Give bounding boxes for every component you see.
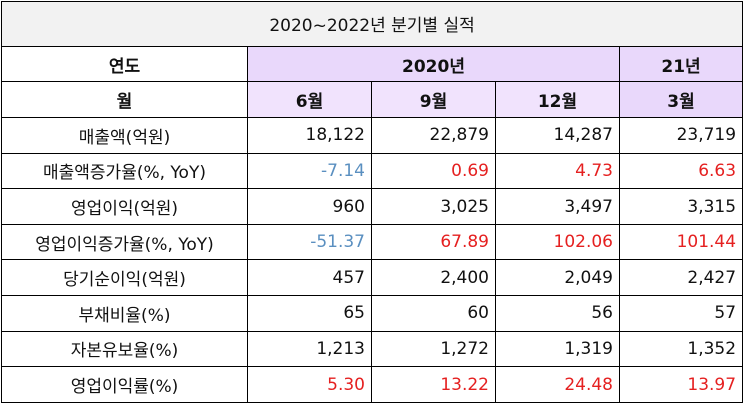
table-cell: 0.69 — [371, 152, 496, 190]
table-cell: 56 — [495, 295, 620, 332]
table-row: 영업이익(억원) 960 3,025 3,497 3,315 — [1, 188, 744, 225]
table-cell: 102.06 — [495, 223, 620, 261]
table-row: 부채비율(%) 65 60 56 57 — [1, 295, 744, 332]
month-header-sep: 9월 — [371, 81, 496, 118]
table-cell: -7.14 — [247, 152, 372, 190]
table-cell: 24.48 — [495, 366, 620, 403]
month-header-dec: 12월 — [495, 81, 620, 118]
table-cell: 67.89 — [371, 223, 496, 261]
table-cell: 2,427 — [618, 259, 744, 297]
year-header-label: 연도 — [1, 45, 248, 83]
table-row: 매출액(억원) 18,122 22,879 14,287 23,719 — [1, 117, 744, 154]
row-label: 매출액증가율(%, YoY) — [1, 152, 248, 190]
table-cell: 13.97 — [618, 366, 744, 403]
table-cell: 14,287 — [495, 117, 620, 154]
table-cell: 23,719 — [618, 117, 744, 154]
table-cell: -51.37 — [247, 223, 372, 261]
row-label: 영업이익증가율(%, YoY) — [1, 223, 248, 261]
table-cell: 60 — [371, 295, 496, 332]
table-cell: 960 — [247, 188, 372, 225]
table-cell: 6.63 — [618, 152, 744, 190]
table-cell: 1,213 — [247, 330, 372, 368]
month-header-mar: 3월 — [618, 81, 744, 118]
row-label: 영업이익률(%) — [1, 366, 248, 403]
table-cell: 1,272 — [371, 330, 496, 368]
table-cell: 1,352 — [618, 330, 744, 368]
month-header-label: 월 — [1, 81, 248, 118]
table-cell: 65 — [247, 295, 372, 332]
table-cell: 3,497 — [495, 188, 620, 225]
table-row: 자본유보율(%) 1,213 1,272 1,319 1,352 — [1, 330, 744, 368]
table-cell: 2,400 — [371, 259, 496, 297]
table-cell: 101.44 — [618, 223, 744, 261]
row-label: 영업이익(억원) — [1, 188, 248, 225]
year-2020-header: 2020년 — [247, 45, 620, 83]
table-cell: 3,315 — [618, 188, 744, 225]
table-cell: 3,025 — [371, 188, 496, 225]
table-cell: 4.73 — [495, 152, 620, 190]
table-cell: 57 — [618, 295, 744, 332]
table-cell: 22,879 — [371, 117, 496, 154]
table-row: 매출액증가율(%, YoY) -7.14 0.69 4.73 6.63 — [1, 152, 744, 190]
table-row: 영업이익률(%) 5.30 13.22 24.48 13.97 — [1, 366, 744, 403]
table-row: 당기순이익(억원) 457 2,400 2,049 2,427 — [1, 259, 744, 297]
row-label: 당기순이익(억원) — [1, 259, 248, 297]
table-title: 2020~2022년 분기별 실적 — [0, 1, 744, 47]
table-cell: 5.30 — [247, 366, 372, 403]
table-cell: 1,319 — [495, 330, 620, 368]
table-cell: 13.22 — [371, 366, 496, 403]
row-label: 매출액(억원) — [1, 117, 248, 154]
table-cell: 18,122 — [247, 117, 372, 154]
row-label: 자본유보율(%) — [1, 330, 248, 368]
table-row: 영업이익증가율(%, YoY) -51.37 67.89 102.06 101.44 — [1, 223, 744, 261]
year-21-header: 21년 — [618, 45, 744, 83]
month-header-jun: 6월 — [247, 81, 372, 118]
table-cell: 2,049 — [495, 259, 620, 297]
table-cell: 457 — [247, 259, 372, 297]
row-label: 부채비율(%) — [1, 295, 248, 332]
